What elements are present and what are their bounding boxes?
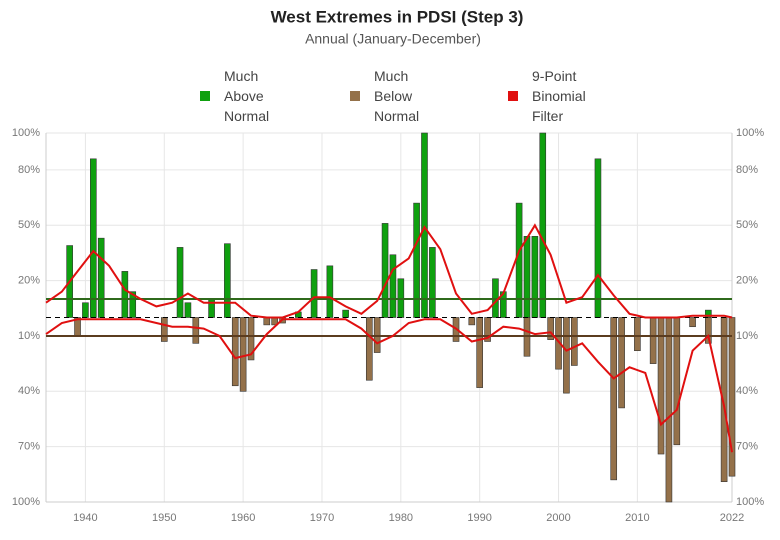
x-tick-label: 1950: [152, 512, 176, 524]
legend-item: 9-Point Binomial Filter: [508, 66, 598, 126]
bar: [429, 247, 436, 318]
bar: [594, 158, 602, 318]
x-tick-label: 2000: [546, 512, 570, 524]
bar: [657, 317, 665, 455]
bar: [326, 265, 334, 318]
bar: [665, 317, 673, 503]
bar: [539, 132, 547, 318]
bar: [231, 317, 239, 387]
bar: [689, 317, 696, 328]
filter-line: [45, 223, 733, 319]
bar: [90, 158, 97, 318]
x-tick-label: 2022: [720, 512, 744, 524]
bar: [649, 317, 657, 364]
y-tick-label: 40%: [18, 385, 40, 397]
bar: [523, 236, 531, 318]
x-tick-label: 1960: [231, 512, 255, 524]
bar: [192, 317, 200, 344]
y2-tick-label: 100%: [736, 127, 764, 139]
bar: [184, 302, 192, 318]
y2-tick-label: 70%: [736, 441, 758, 453]
bar: [310, 269, 318, 318]
bar: [239, 317, 247, 392]
bar: [263, 317, 271, 326]
bar: [82, 302, 89, 318]
chart-title: West Extremes in PDSI (Step 3): [271, 7, 524, 26]
y2-tick-label: 80%: [736, 164, 758, 176]
y2-tick-label: 50%: [736, 219, 758, 231]
legend-swatch: [350, 91, 360, 101]
x-tick-label: 2010: [625, 512, 649, 524]
y-tick-label: 70%: [18, 441, 40, 453]
chart-subtitle: Annual (January-December): [305, 31, 481, 47]
bar: [421, 132, 428, 318]
bar: [563, 317, 570, 394]
bar: [468, 317, 476, 326]
bar: [705, 317, 712, 344]
bar: [728, 317, 736, 477]
y-tick-label: 100%: [12, 127, 40, 139]
bar: [381, 223, 389, 318]
bar: [389, 254, 397, 318]
legend-label: Much Below Normal: [374, 68, 420, 124]
y2-tick-label: 10%: [736, 330, 758, 342]
x-tick-label: 1990: [467, 512, 491, 524]
y2-tick-label: 100%: [736, 496, 764, 508]
bar: [570, 317, 578, 366]
x-tick-label: 1940: [73, 512, 97, 524]
bar: [610, 317, 618, 481]
bar: [224, 243, 231, 318]
y2-tick-label: 40%: [736, 385, 758, 397]
legend-label: Much Above Normal: [224, 68, 270, 124]
y-tick-label: 80%: [18, 164, 40, 176]
bar: [129, 291, 137, 318]
bar: [97, 237, 105, 318]
legend-swatch: [508, 91, 518, 101]
bar: [121, 271, 129, 318]
y-tick-label: 50%: [18, 219, 40, 231]
bar: [176, 247, 184, 318]
bar: [365, 317, 373, 381]
x-tick-label: 1980: [389, 512, 413, 524]
bar: [555, 317, 562, 370]
bar: [413, 202, 420, 318]
x-tick-label: 1970: [310, 512, 334, 524]
bar: [515, 202, 523, 318]
y-tick-label: 100%: [12, 496, 40, 508]
bar: [342, 309, 349, 318]
bar: [618, 317, 625, 409]
legend-swatch: [200, 91, 210, 101]
bar: [476, 317, 483, 388]
bar: [634, 317, 641, 352]
legend-item: Much Above Normal: [200, 66, 290, 126]
bar: [247, 317, 255, 361]
filter-line: [45, 318, 733, 453]
y-tick-label: 10%: [18, 330, 40, 342]
legend-label: 9-Point Binomial Filter: [532, 68, 586, 124]
bar: [531, 236, 539, 318]
legend-item: Much Below Normal: [350, 66, 440, 126]
y-tick-label: 20%: [18, 275, 40, 287]
y2-tick-label: 20%: [736, 275, 758, 287]
bar: [160, 317, 168, 342]
